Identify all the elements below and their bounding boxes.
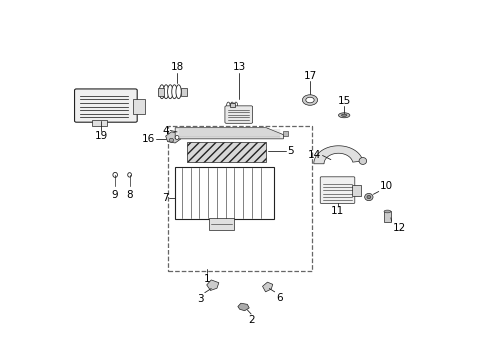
Ellipse shape — [168, 85, 173, 99]
Text: 14: 14 — [308, 150, 321, 161]
Text: 18: 18 — [171, 62, 184, 72]
Ellipse shape — [342, 114, 347, 116]
Text: 5: 5 — [287, 146, 294, 156]
Bar — [158, 87, 164, 96]
Polygon shape — [238, 303, 249, 311]
Polygon shape — [175, 128, 283, 139]
Text: 10: 10 — [379, 181, 392, 191]
Bar — [230, 103, 235, 107]
Ellipse shape — [175, 135, 179, 139]
Text: 13: 13 — [232, 62, 245, 72]
Text: 3: 3 — [197, 294, 204, 304]
Text: 6: 6 — [276, 293, 282, 303]
Ellipse shape — [234, 102, 238, 109]
Text: 11: 11 — [331, 206, 344, 216]
Ellipse shape — [163, 85, 169, 99]
Ellipse shape — [365, 193, 373, 201]
Bar — [181, 87, 187, 96]
Text: 8: 8 — [126, 190, 133, 200]
Text: 12: 12 — [392, 223, 406, 233]
Ellipse shape — [339, 113, 350, 118]
Text: 4: 4 — [163, 126, 170, 135]
Polygon shape — [263, 282, 273, 292]
Polygon shape — [166, 132, 181, 143]
Bar — [352, 185, 361, 195]
Text: 19: 19 — [95, 131, 108, 140]
Bar — [92, 120, 107, 126]
Ellipse shape — [367, 195, 371, 199]
Text: 15: 15 — [338, 95, 351, 105]
Text: 17: 17 — [303, 71, 317, 81]
Ellipse shape — [302, 95, 318, 105]
Ellipse shape — [169, 138, 173, 142]
Bar — [209, 218, 234, 230]
Bar — [175, 167, 274, 219]
Text: 7: 7 — [162, 193, 169, 203]
Bar — [133, 99, 145, 114]
FancyBboxPatch shape — [74, 89, 137, 122]
FancyBboxPatch shape — [225, 106, 253, 123]
Text: 2: 2 — [248, 315, 254, 325]
Bar — [384, 211, 391, 222]
FancyBboxPatch shape — [320, 177, 355, 203]
Ellipse shape — [172, 85, 177, 99]
Bar — [168, 126, 312, 270]
Ellipse shape — [384, 210, 391, 213]
Polygon shape — [314, 146, 363, 164]
Ellipse shape — [159, 85, 165, 99]
Bar — [187, 141, 267, 162]
Text: 1: 1 — [204, 274, 211, 284]
Bar — [283, 131, 288, 136]
Ellipse shape — [230, 102, 234, 109]
Ellipse shape — [128, 173, 131, 177]
Ellipse shape — [113, 172, 118, 177]
Ellipse shape — [359, 157, 367, 165]
Text: 16: 16 — [142, 134, 155, 144]
Ellipse shape — [227, 102, 230, 109]
Text: 9: 9 — [112, 190, 119, 200]
Polygon shape — [207, 280, 219, 291]
Ellipse shape — [306, 97, 314, 103]
Ellipse shape — [176, 85, 181, 99]
